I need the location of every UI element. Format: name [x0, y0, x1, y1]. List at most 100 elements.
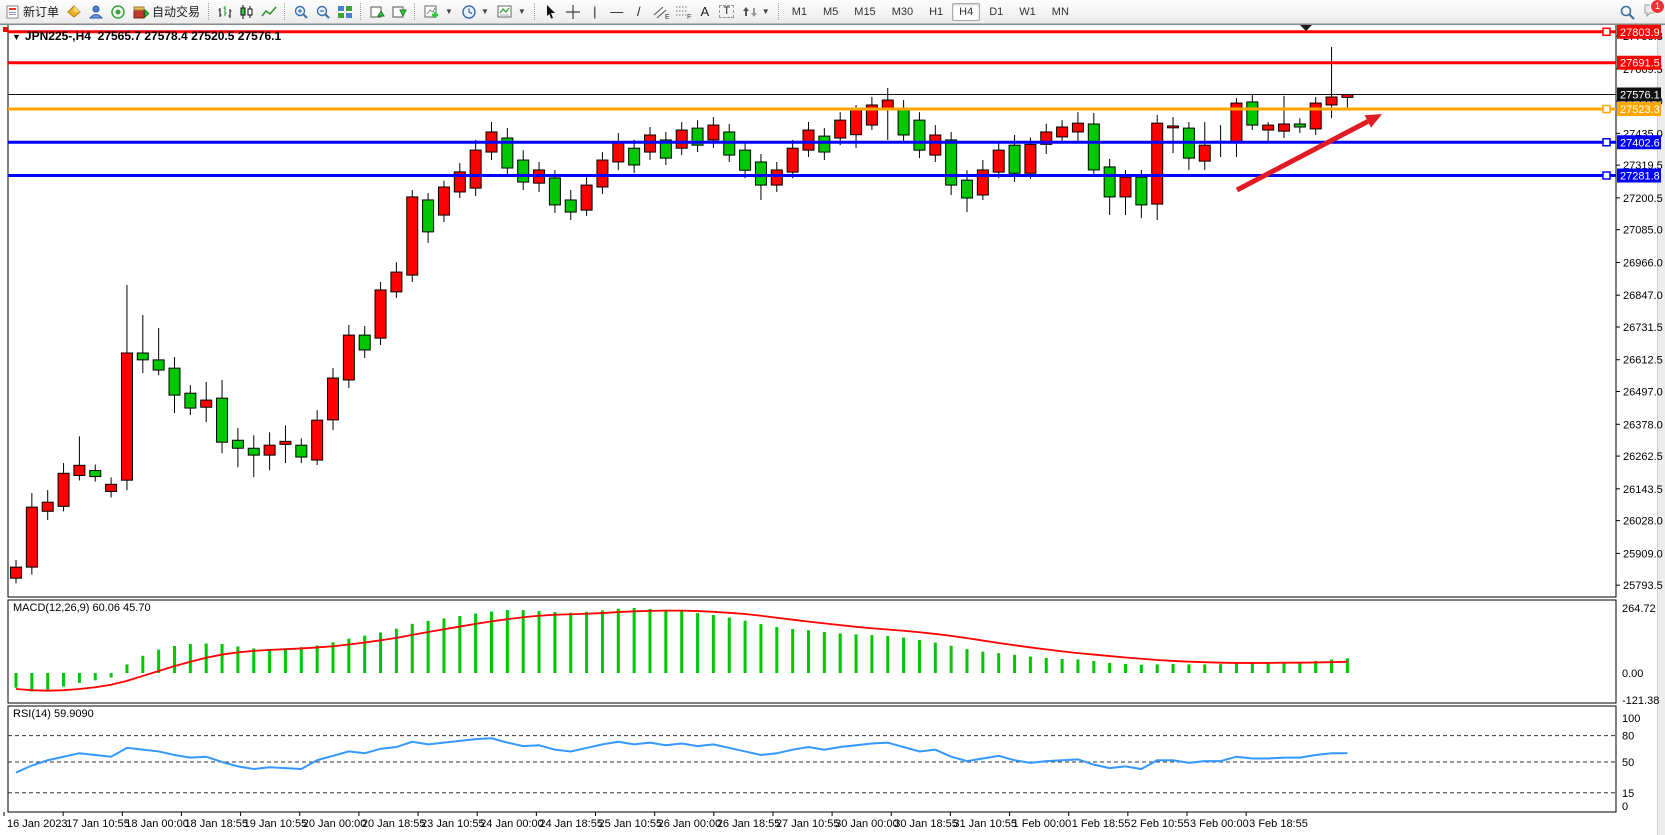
cursor-tool-button[interactable] [540, 2, 562, 22]
candle-up[interactable] [770, 169, 783, 186]
trend-arrow-head[interactable] [1364, 114, 1382, 128]
candle-down[interactable] [1293, 123, 1306, 128]
candle-down[interactable] [628, 147, 641, 166]
tile-windows-button[interactable] [334, 2, 356, 22]
arrange-charts-button[interactable] [366, 2, 388, 22]
candle-down[interactable] [295, 444, 308, 458]
crosshair-tool-button[interactable] [562, 2, 584, 22]
candle-down[interactable] [548, 177, 561, 206]
candle-up[interactable] [834, 119, 847, 139]
candle-down[interactable] [739, 149, 752, 171]
candle-up[interactable] [57, 472, 70, 507]
candle-down[interactable] [358, 334, 371, 351]
candle-down[interactable] [897, 107, 910, 136]
timeframe-button-d1[interactable]: D1 [989, 5, 1004, 18]
candle-down[interactable] [231, 439, 244, 449]
candle-up[interactable] [406, 196, 419, 276]
cascade-charts-button[interactable] [388, 2, 410, 22]
candle-up[interactable] [327, 377, 339, 421]
candle-up[interactable] [707, 124, 720, 141]
line-handle-marker[interactable] [1602, 27, 1611, 37]
chart-shift-marker[interactable] [1300, 25, 1312, 31]
line-handle-marker[interactable] [1602, 171, 1611, 180]
candle-up[interactable] [1325, 96, 1338, 106]
candle-up[interactable] [342, 334, 355, 381]
candle-up[interactable] [1262, 124, 1275, 131]
notifications-button[interactable]: 1 [1643, 0, 1665, 22]
zoom-in-button[interactable] [290, 2, 312, 22]
arrows-tool-button[interactable]: ▼ [738, 2, 774, 22]
candle-down[interactable] [1103, 166, 1116, 198]
candle-down[interactable] [89, 470, 102, 478]
candle-up[interactable] [469, 149, 482, 189]
candle-up[interactable] [390, 271, 403, 293]
candle-down[interactable] [184, 392, 197, 409]
timeframe-button-m5[interactable]: M5 [823, 5, 839, 18]
timeframe-button-h4[interactable]: H4 [952, 2, 981, 21]
candle-up[interactable] [675, 129, 688, 149]
trend-arrow-shaft[interactable] [1235, 119, 1369, 193]
candle-up[interactable] [1198, 144, 1211, 162]
new-chart-button[interactable]: ▼ [420, 2, 457, 22]
candle-up[interactable] [1071, 122, 1084, 133]
candle-up[interactable] [929, 134, 942, 156]
candle-down[interactable] [691, 127, 704, 146]
candle-up[interactable] [1056, 126, 1069, 138]
line-chart-mode-button[interactable] [258, 2, 280, 22]
candle-up[interactable] [802, 129, 815, 151]
line-handle-marker[interactable] [1602, 138, 1611, 147]
candle-down[interactable] [818, 135, 831, 153]
trendline-tool-button[interactable]: / [628, 2, 650, 22]
candle-up[interactable] [263, 444, 276, 456]
candle-down[interactable] [247, 447, 260, 456]
candle-down[interactable] [517, 159, 530, 183]
vertical-line-tool-button[interactable]: | [584, 2, 606, 22]
timeframe-button-m1[interactable]: M1 [791, 5, 807, 18]
candle-down[interactable] [945, 139, 958, 186]
zoom-out-button[interactable] [312, 2, 334, 22]
candle-up[interactable] [786, 147, 799, 173]
candle-down[interactable] [659, 139, 672, 159]
text-tool-button[interactable]: A [694, 2, 716, 22]
signals-button[interactable] [107, 2, 129, 22]
fibonacci-tool-button[interactable]: F [672, 2, 694, 22]
candle-up[interactable] [105, 483, 118, 492]
candle-up[interactable] [865, 104, 878, 126]
candle-up[interactable] [596, 159, 609, 188]
candle-up[interactable] [850, 109, 863, 136]
candle-up[interactable] [73, 464, 86, 476]
candle-up[interactable] [374, 289, 387, 339]
candle-down[interactable] [136, 352, 149, 361]
community-button[interactable] [85, 2, 107, 22]
candle-down[interactable] [564, 199, 577, 213]
candle-down[interactable] [961, 179, 973, 199]
bar-chart-mode-button[interactable] [214, 2, 236, 22]
candle-up[interactable] [1278, 123, 1290, 132]
candle-up[interactable] [580, 184, 593, 211]
candle-up[interactable] [453, 171, 466, 193]
timeframe-button-w1[interactable]: W1 [1019, 5, 1036, 18]
period-clock-button[interactable]: ▼ [457, 2, 493, 22]
candle-down[interactable] [216, 397, 229, 443]
new-order-button[interactable]: 新订单 [2, 2, 63, 22]
market-watch-button[interactable] [63, 2, 85, 22]
candle-up[interactable] [25, 506, 38, 568]
line-handle-marker[interactable] [1602, 104, 1611, 114]
channel-tool-button[interactable]: E [650, 2, 672, 22]
candle-down[interactable] [422, 199, 435, 233]
candle-up[interactable] [1119, 176, 1132, 198]
candlestick-mode-button[interactable] [236, 2, 258, 22]
search-icon[interactable] [1620, 5, 1635, 20]
timeframe-button-m30[interactable]: M30 [891, 5, 914, 18]
timeframe-button-m15[interactable]: M15 [854, 5, 876, 18]
horizontal-line-tool-button[interactable]: — [606, 2, 628, 22]
candle-down[interactable] [1246, 101, 1259, 126]
auto-trading-button[interactable]: 自动交易 [129, 2, 204, 22]
candle-down[interactable] [754, 161, 767, 186]
candle-down[interactable] [1135, 176, 1148, 206]
collapse-arrow-icon[interactable]: ▼ [12, 32, 21, 42]
candle-down[interactable] [501, 137, 514, 169]
candle-up[interactable] [1040, 131, 1053, 145]
candle-up[interactable] [437, 186, 450, 216]
